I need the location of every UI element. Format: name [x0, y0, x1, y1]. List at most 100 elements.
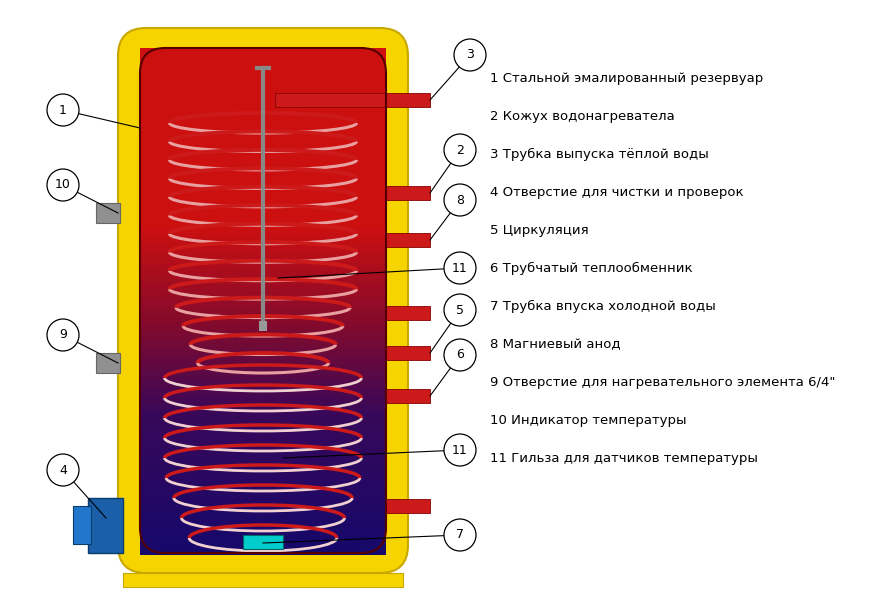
Bar [140, 288, 386, 294]
Bar [140, 145, 386, 151]
Bar [140, 204, 386, 209]
FancyBboxPatch shape [118, 28, 408, 573]
Bar [140, 461, 386, 466]
Text: 8: 8 [456, 194, 464, 206]
Bar [386, 233, 430, 247]
Text: 6: 6 [456, 349, 464, 362]
Bar [386, 186, 430, 200]
Bar [73, 506, 91, 544]
Bar [140, 359, 386, 365]
Bar [140, 410, 386, 415]
Bar [96, 353, 120, 373]
Bar [140, 545, 386, 550]
Text: 3: 3 [466, 48, 474, 61]
Bar [140, 443, 386, 449]
Text: 1 Стальной эмалированный резервуар: 1 Стальной эмалированный резервуар [490, 72, 763, 85]
Bar [140, 393, 386, 399]
Bar [140, 339, 386, 344]
Bar [140, 229, 386, 235]
Bar [140, 334, 386, 340]
Bar [140, 136, 386, 142]
Bar [140, 364, 386, 370]
Bar [140, 124, 386, 129]
Bar [140, 166, 386, 172]
Circle shape [454, 39, 486, 71]
Bar [140, 300, 386, 306]
Bar [140, 77, 386, 83]
Bar [140, 527, 386, 533]
Bar [140, 182, 386, 188]
Bar [140, 296, 386, 302]
Text: 7 Трубка впуска холодной воды: 7 Трубка впуска холодной воды [490, 300, 716, 313]
Bar [140, 536, 386, 542]
Circle shape [444, 252, 476, 284]
Bar [140, 398, 386, 403]
Bar [140, 246, 386, 252]
Bar [140, 355, 386, 361]
Circle shape [444, 294, 476, 326]
Bar [140, 120, 386, 125]
Bar [275, 93, 430, 107]
Bar [140, 431, 386, 437]
Bar [140, 343, 386, 348]
Bar [140, 162, 386, 167]
Bar [386, 499, 430, 513]
Bar [140, 149, 386, 155]
Bar [140, 208, 386, 213]
Bar [140, 482, 386, 487]
Bar [140, 212, 386, 218]
Bar [140, 128, 386, 134]
Bar [140, 507, 386, 513]
Bar [140, 233, 386, 239]
Bar [386, 346, 430, 360]
Bar [140, 427, 386, 433]
Bar [140, 254, 386, 260]
Bar [140, 103, 386, 108]
Bar [140, 309, 386, 315]
Bar [140, 82, 386, 88]
Bar [140, 376, 386, 382]
Circle shape [444, 434, 476, 466]
Bar [140, 448, 386, 454]
Bar [140, 384, 386, 390]
Bar [140, 225, 386, 231]
Bar [140, 486, 386, 491]
Bar [140, 330, 386, 336]
Text: 4: 4 [59, 464, 67, 476]
Bar [140, 86, 386, 92]
Bar [140, 435, 386, 441]
Bar [140, 549, 386, 554]
Bar [140, 57, 386, 62]
Bar [140, 263, 386, 268]
Bar [140, 241, 386, 247]
Bar [88, 498, 123, 553]
Bar [140, 532, 386, 538]
Text: 4 Отверстие для чистки и проверок: 4 Отверстие для чистки и проверок [490, 186, 744, 199]
Bar [140, 523, 386, 529]
Bar [140, 61, 386, 66]
Bar [140, 69, 386, 74]
Bar [140, 313, 386, 319]
Circle shape [444, 339, 476, 371]
Circle shape [444, 184, 476, 216]
Bar [140, 107, 386, 113]
Bar [140, 157, 386, 163]
Bar [140, 284, 386, 290]
Bar [140, 195, 386, 201]
Bar [140, 259, 386, 264]
Text: 11: 11 [452, 262, 468, 275]
Bar [140, 494, 386, 500]
Bar [140, 170, 386, 176]
Bar [140, 191, 386, 197]
Bar [140, 116, 386, 121]
Bar [140, 52, 386, 58]
Bar [140, 473, 386, 479]
Circle shape [444, 519, 476, 551]
Circle shape [47, 94, 79, 126]
Text: 11 Гильза для датчиков температуры: 11 Гильза для датчиков температуры [490, 452, 758, 465]
Bar [140, 321, 386, 327]
Bar [140, 292, 386, 298]
Bar [140, 402, 386, 407]
Text: 11: 11 [452, 443, 468, 457]
Bar [140, 490, 386, 496]
